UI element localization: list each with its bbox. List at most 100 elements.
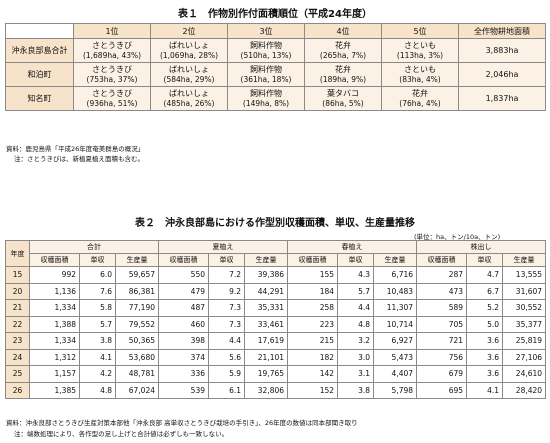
value-cell: 4.2 [79,365,116,383]
table-row: 21 1,334 5.8 77,190 487 7.3 35,331 258 4.4 11,307… [5,299,547,317]
table2-source-note: 資料：沖永良部さとうきび生産対策本部他「沖永良部 高単収さとうきび栽培の手引き」… [6,419,358,427]
value-cell: 142 [287,365,339,383]
value-cell: 5.2 [466,299,504,317]
value-cell: 30,552 [502,299,547,317]
value-cell: 9.2 [208,282,245,300]
value-cell: 223 [287,315,339,333]
crop-name: さとうきび [92,64,132,74]
value-cell: 460 [158,315,209,333]
crop-detail: (86ha, 5%) [322,98,364,108]
crop-name: 飼料作物 [250,64,282,74]
row-header: 沖永良部島合計 [5,38,74,63]
group-header-summer: 夏植え [157,240,289,254]
table-row: 20 1,136 7.6 86,381 479 9.2 44,291 184 5.7 10,483… [5,282,547,300]
table1-footnote: 注：さとうきびは、新植夏植え面積も含む。 [14,155,144,163]
value-cell: 4.1 [466,381,504,399]
crop-detail: (189ha, 9%) [319,74,367,84]
crop-name: 飼料作物 [250,88,282,98]
value-cell: 3.6 [466,365,504,383]
table1-col-header: 4位 [304,23,382,39]
rank-cell: 花弁 (189ha, 9%) [304,62,382,87]
crop-name: 花弁 [335,40,351,50]
table2-unit-note: (単位：ha、トン/10a、トン) [414,233,501,241]
table-row: 24 1,312 4.1 53,680 374 5.6 21,101 182 3.0 5,473 7… [5,348,547,366]
year-header: 年度 [5,240,30,267]
value-cell: 4.7 [466,266,504,284]
value-cell: 19,765 [243,365,289,383]
table-row: 知名町 さとうきび (936ha, 51%) ばれいしょ (485ha, 26%) … [5,86,546,111]
value-cell: 550 [158,266,209,284]
crop-detail: (510ha, 13%) [240,50,292,60]
rank-cell: さとうきび (1,689ha, 43%) [73,38,151,63]
crop-name: さといも [404,40,436,50]
table1-col-header: 全作物耕地面積 [458,23,546,39]
year-cell: 26 [5,381,30,399]
value-cell: 155 [287,266,339,284]
value-cell: 4.4 [208,332,245,350]
table2-footnote: 注：端数処理により、各作型の足し上げと合計値は必ずしも一致しない。 [14,430,229,438]
year-cell: 24 [5,348,30,366]
value-cell: 31,607 [502,282,547,300]
value-cell: 4.4 [337,299,375,317]
table2-subheader: 生産量 [243,253,289,267]
value-cell: 398 [158,332,209,350]
value-cell: 3.2 [337,332,375,350]
rank-cell: ばれいしょ (1,069ha, 28%) [150,38,228,63]
value-cell: 1,157 [29,365,80,383]
value-cell: 215 [287,332,339,350]
crop-name: ばれいしょ [169,88,209,98]
table2-body: 15 992 6.0 59,657 550 7.2 39,386 155 4.3 6,716 287… [5,266,547,399]
crop-detail: (936ha, 51%) [86,98,138,108]
crop-name: ばれいしょ [169,40,209,50]
rank-cell: さとうきび (753ha, 37%) [73,62,151,87]
value-cell: 24,610 [502,365,547,383]
value-cell: 1,136 [29,282,80,300]
value-cell: 86,381 [115,282,159,300]
value-cell: 374 [158,348,209,366]
value-cell: 182 [287,348,339,366]
value-cell: 59,657 [115,266,159,284]
value-cell: 25,819 [502,332,547,350]
table2-subheader: 単収 [208,253,245,267]
value-cell: 50,365 [115,332,159,350]
crop-detail: (753ha, 37%) [86,74,138,84]
year-cell: 22 [5,315,30,333]
group-header-spring: 春植え [287,240,418,254]
value-cell: 6.0 [79,266,116,284]
row-header: 和泊町 [5,62,74,87]
table2-title: 表２ 沖永良部島における作型別収穫面積、単収、生産量推移 [135,218,415,229]
crop-name: さといも [404,64,436,74]
value-cell: 1,388 [29,315,80,333]
value-cell: 4.1 [79,348,116,366]
crop-detail: (1,069ha, 28%) [159,50,219,60]
value-cell: 32,806 [243,381,289,399]
rank-cell: ばれいしょ (485ha, 26%) [150,86,228,111]
year-cell: 20 [5,282,30,300]
value-cell: 35,331 [243,299,289,317]
table-row: 26 1,385 4.8 67,024 539 6.1 32,806 152 3.8 5,798 6… [5,381,547,399]
value-cell: 539 [158,381,209,399]
value-cell: 5.0 [466,315,504,333]
value-cell: 13,555 [502,266,547,284]
value-cell: 3.1 [337,365,375,383]
value-cell: 6,716 [373,266,418,284]
table1-col-header: 5位 [381,23,459,39]
crop-name: さとうきび [92,40,132,50]
value-cell: 184 [287,282,339,300]
crop-name: 花弁 [335,64,351,74]
harvest-trend-table: 年度 合計 夏植え 春植え 株出し 収穫面積 単収 生産量 収穫面積 単収 生産量 収穫面積… [5,240,547,399]
crop-detail: (113ha, 3%) [396,50,444,60]
group-header-ratoon: 株出し [416,240,547,254]
table2-subheader: 収穫面積 [29,253,80,267]
value-cell: 479 [158,282,209,300]
value-cell: 336 [158,365,209,383]
value-cell: 721 [416,332,468,350]
value-cell: 3.0 [337,348,375,366]
value-cell: 7.6 [79,282,116,300]
value-cell: 77,190 [115,299,159,317]
value-cell: 53,680 [115,348,159,366]
year-cell: 23 [5,332,30,350]
table-row: 23 1,334 3.8 50,365 398 4.4 17,619 215 3.2 6,927 7… [5,332,547,350]
value-cell: 1,334 [29,332,80,350]
